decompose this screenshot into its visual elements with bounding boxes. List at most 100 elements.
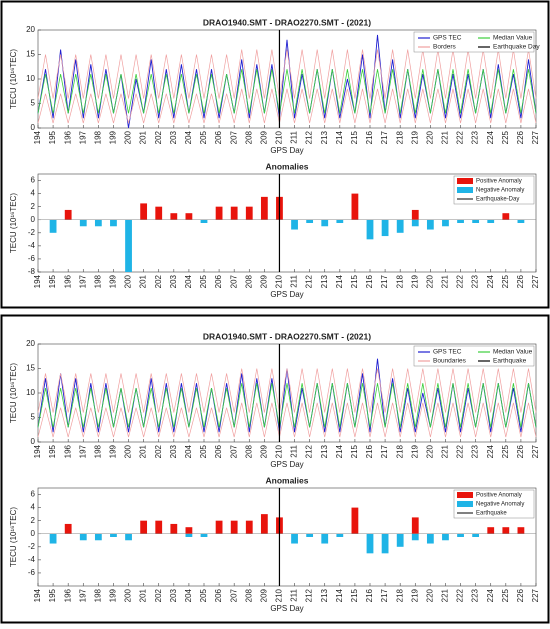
anomaly-bar — [426, 219, 434, 230]
legend-swatch — [457, 187, 473, 193]
border-line — [37, 88, 537, 124]
x-tick-label: 207 — [229, 274, 238, 288]
x-tick-label: 220 — [425, 130, 434, 144]
legend-label: Earthquake — [476, 511, 507, 517]
x-tick-label: 210 — [275, 588, 284, 602]
x-tick-label: 224 — [486, 588, 495, 602]
x-tick-label: 216 — [365, 588, 374, 602]
legend-label: Negative Anomaly — [476, 188, 524, 194]
x-tick-label: 196 — [63, 130, 72, 144]
anomaly-bar — [125, 219, 132, 272]
x-tick-label: 194 — [33, 274, 42, 288]
x-tick-label: 223 — [471, 588, 480, 602]
anomaly-bar — [94, 219, 102, 227]
x-tick-label: 204 — [184, 130, 193, 144]
x-tick-label: 194 — [33, 588, 42, 602]
x-tick-label: 215 — [350, 130, 359, 144]
y-tick-label: 0 — [31, 215, 36, 224]
y-tick-label: 0 — [31, 437, 36, 446]
legend-label: Median Value — [493, 349, 533, 356]
anomaly-bar — [245, 206, 253, 220]
plot-area — [37, 173, 537, 273]
x-tick-label: 222 — [456, 130, 465, 144]
anomaly-bar — [185, 213, 193, 220]
anomaly-bar — [260, 196, 268, 220]
x-tick-label: 196 — [63, 444, 72, 458]
anomaly-bar — [140, 520, 148, 534]
x-tick-label: 203 — [169, 130, 178, 144]
x-axis-label: GPS Day — [270, 460, 303, 469]
anomaly-bar — [366, 533, 374, 554]
y-tick-label: 4 — [31, 189, 36, 198]
chart-title: Anomalies — [266, 475, 309, 485]
x-tick-label: 221 — [441, 130, 450, 144]
x-tick-label: 227 — [531, 274, 540, 288]
x-tick-label: 204 — [184, 444, 193, 458]
x-tick-label: 201 — [139, 130, 148, 144]
legend-box — [413, 345, 535, 367]
x-tick-label: 219 — [410, 588, 419, 602]
anomaly-bar — [215, 206, 223, 220]
x-tick-label: 202 — [154, 130, 163, 144]
anomaly-bar — [245, 520, 253, 534]
x-tick-label: 225 — [501, 588, 510, 602]
y-tick-label: 0 — [31, 123, 36, 132]
anomaly-bar — [487, 219, 495, 223]
anomaly-bar — [502, 213, 510, 220]
y-tick-label: -2 — [28, 228, 36, 237]
x-tick-label: 211 — [290, 130, 299, 143]
legend-label: Positive Anomaly — [476, 493, 522, 499]
anomaly-bar — [396, 533, 404, 547]
x-tick-label: 208 — [244, 588, 253, 602]
x-tick-label: 218 — [395, 274, 404, 288]
legend-label: GPS TEC — [433, 349, 462, 356]
x-tick-label: 199 — [109, 444, 118, 458]
x-tick-label: 224 — [486, 130, 495, 144]
anomaly-bar — [472, 219, 480, 223]
x-tick-label: 203 — [169, 444, 178, 458]
x-tick-label: 220 — [425, 588, 434, 602]
x-tick-label: 205 — [199, 274, 208, 288]
x-tick-label: 213 — [320, 588, 329, 602]
y-tick-label: -4 — [28, 241, 36, 250]
x-tick-label: 207 — [229, 588, 238, 602]
legend-swatch — [457, 178, 473, 184]
x-tick-label: 210 — [275, 444, 284, 458]
anomaly-bar — [411, 517, 419, 534]
x-tick-label: 195 — [48, 588, 57, 602]
anomaly-bar — [49, 219, 57, 233]
x-tick-label: 211 — [290, 588, 299, 601]
median-line — [37, 383, 537, 428]
x-tick-label: 205 — [199, 444, 208, 458]
x-tick-label: 202 — [154, 274, 163, 288]
x-tick-label: 198 — [93, 588, 102, 602]
anomaly-bar — [125, 533, 132, 541]
x-tick-label: 217 — [380, 274, 389, 288]
x-tick-label: 205 — [199, 588, 208, 602]
anomaly-bar — [442, 219, 449, 227]
x-tick-label: 195 — [48, 444, 57, 458]
x-tick-label: 196 — [63, 274, 72, 288]
x-tick-label: 212 — [305, 274, 314, 288]
x-tick-label: 216 — [365, 444, 374, 458]
x-tick-label: 224 — [486, 444, 495, 458]
anomaly-bar — [381, 219, 389, 237]
x-tick-label: 195 — [48, 130, 57, 144]
y-axis-label: TECU (10¹⁶TEC) — [9, 507, 18, 568]
panel-border — [0, 314, 550, 624]
y-tick-label: 15 — [26, 364, 35, 373]
chart-title: DRAO1940.SMT - DRAO2270.SMT - (2021) — [203, 331, 371, 341]
y-tick-label: -6 — [28, 568, 36, 577]
anomaly-bar — [79, 219, 87, 227]
x-tick-label: 220 — [425, 274, 434, 288]
legend-label: Borders — [433, 44, 457, 51]
x-tick-label: 217 — [380, 444, 389, 458]
anomaly-bar — [110, 219, 117, 227]
anomaly-bar — [306, 533, 314, 537]
x-tick-label: 205 — [199, 130, 208, 144]
x-tick-label: 209 — [259, 130, 268, 144]
x-tick-label: 218 — [395, 588, 404, 602]
anomaly-bar — [110, 533, 117, 537]
x-tick-label: 207 — [229, 444, 238, 458]
